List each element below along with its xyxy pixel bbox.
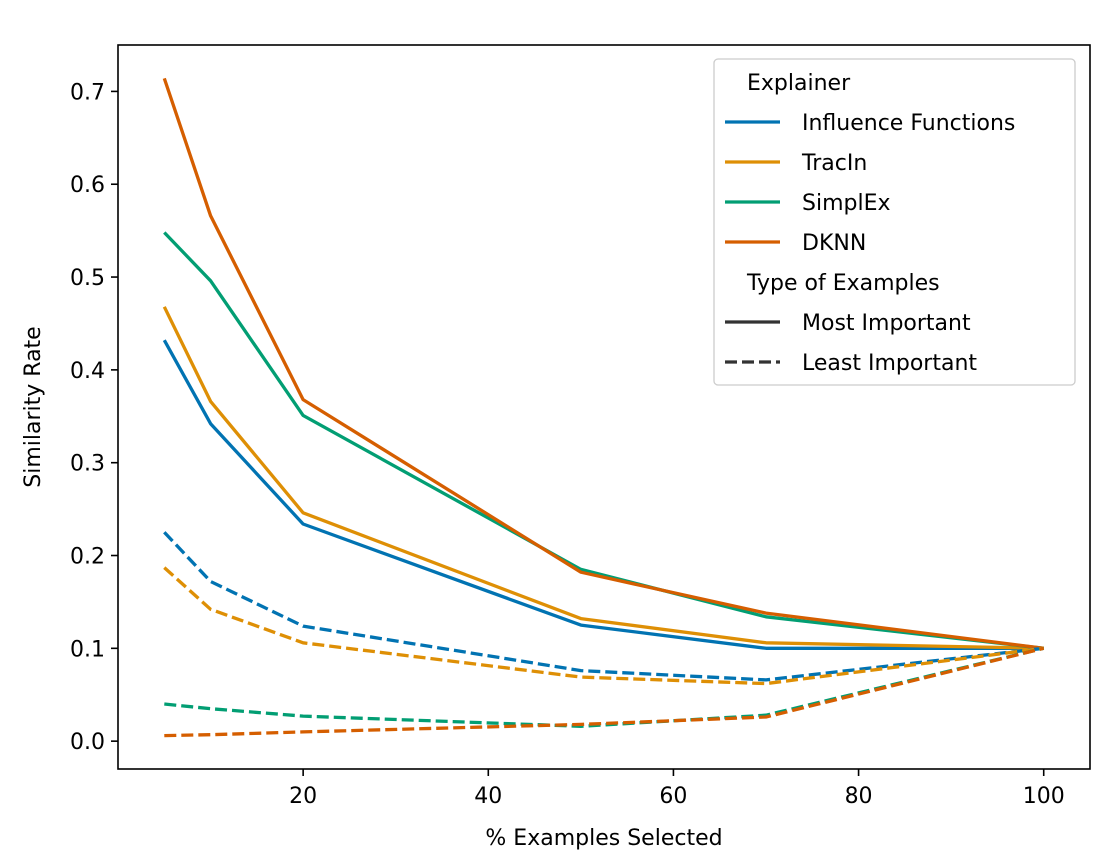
series-line-tracin-most: [162, 306, 1044, 650]
legend-label-dknn: DKNN: [802, 231, 866, 256]
y-tick-label: 0.0: [70, 730, 105, 755]
legend-label-simplex: SimplEx: [802, 191, 891, 216]
x-tick-label: 40: [474, 784, 502, 809]
series-line-dknn-least: [164, 646, 1045, 738]
x-axis: 20 40 60 80 100: [289, 769, 1065, 809]
series-layer: [162, 77, 1045, 738]
y-tick-label: 0.3: [70, 452, 105, 477]
y-tick-label: 0.1: [70, 637, 105, 662]
x-tick-label: 20: [289, 784, 317, 809]
x-axis-title: % Examples Selected: [485, 826, 722, 851]
y-tick-label: 0.6: [70, 173, 105, 198]
series-line-simplex-most: [163, 231, 1044, 650]
y-tick-label: 0.2: [70, 545, 105, 570]
x-tick-label: 80: [845, 784, 873, 809]
legend-label-least-important: Least Important: [802, 351, 977, 376]
series-line-influence-functions-least: [163, 531, 1044, 682]
legend: Explainer Type of Examples Influence Fun…: [713, 58, 1076, 386]
series-line-influence-functions-most: [162, 339, 1044, 650]
y-tick-label: 0.4: [70, 359, 105, 384]
legend-label-most-important: Most Important: [802, 311, 971, 336]
y-axis-title: Similarity Rate: [21, 326, 46, 487]
y-tick-label: 0.7: [70, 80, 105, 105]
legend-hue-title: Explainer: [747, 71, 851, 96]
y-axis: 0.0 0.1 0.2 0.3 0.4 0.5 0.6 0.7: [70, 80, 118, 755]
legend-label-influence-functions: Influence Functions: [802, 111, 1015, 136]
legend-label-tracin: TracIn: [801, 151, 867, 176]
y-tick-label: 0.5: [70, 266, 105, 291]
plot-frame: [117, 44, 1091, 770]
series-line-tracin-least: [163, 566, 1044, 686]
x-tick-label: 100: [1023, 784, 1065, 809]
legend-box: [713, 58, 1076, 386]
series-line-dknn-most: [162, 77, 1044, 650]
legend-style-title: Type of Examples: [746, 271, 940, 296]
x-tick-label: 60: [659, 784, 687, 809]
